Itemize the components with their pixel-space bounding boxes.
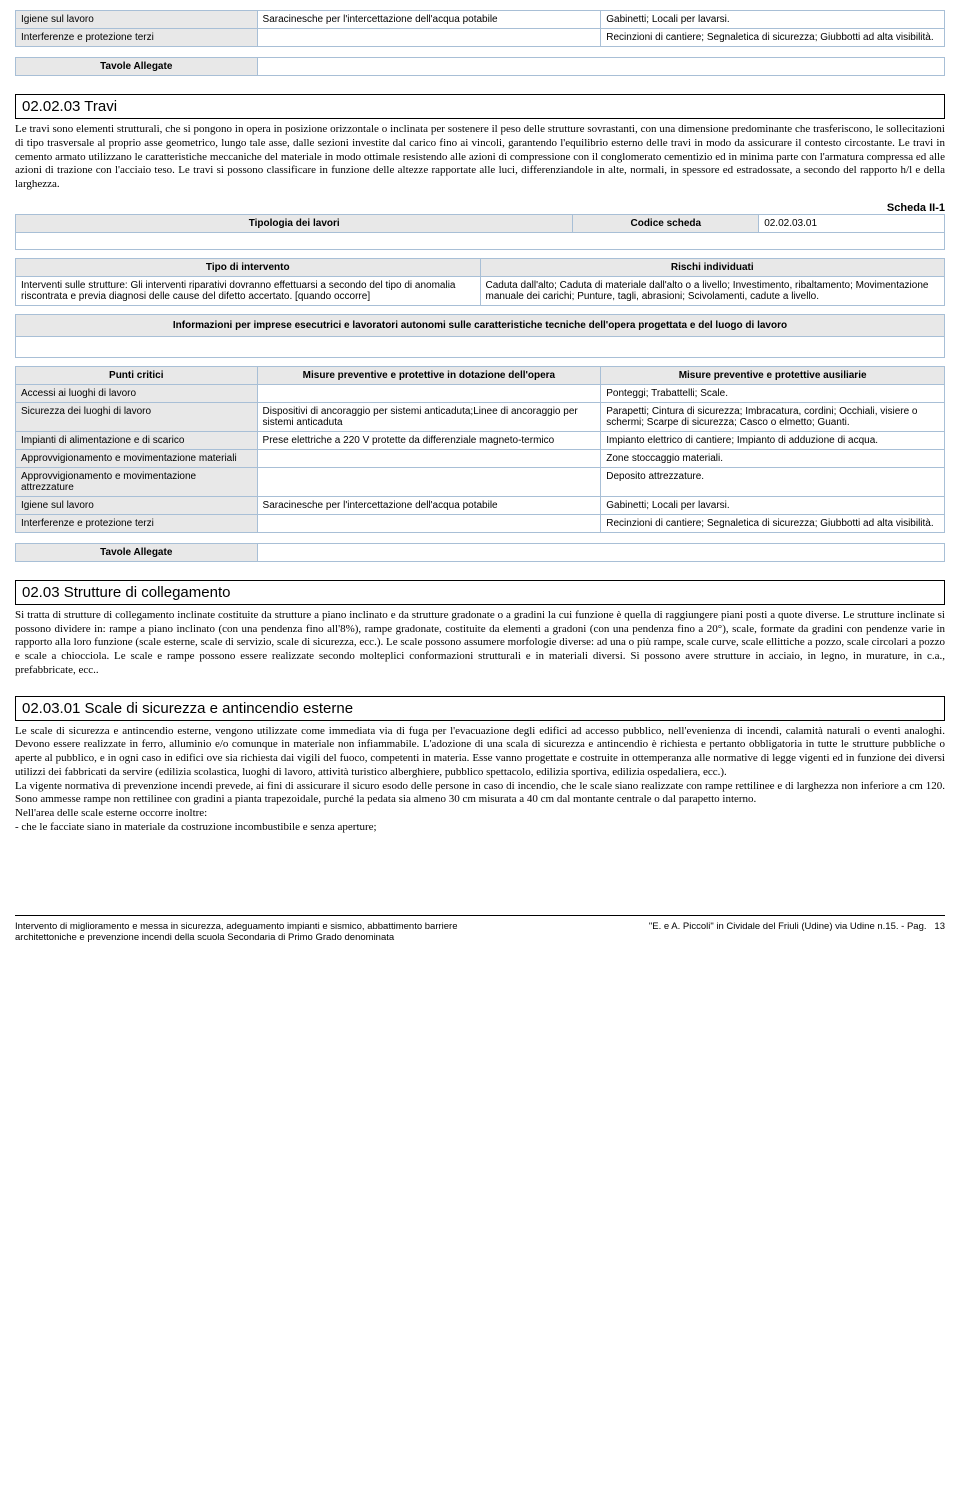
- punti-critici-table: Punti critici Misure preventive e protet…: [15, 366, 945, 533]
- cell: [257, 58, 944, 76]
- cell: Approvvigionamento e movimentazione mate…: [16, 449, 258, 467]
- cell: Recinzioni di cantiere; Segnaletica di s…: [601, 29, 945, 47]
- cell: Impianto elettrico di cantiere; Impianto…: [601, 431, 945, 449]
- punti-header: Punti critici: [16, 366, 258, 384]
- cell: Dispositivi di ancoraggio per sistemi an…: [257, 402, 601, 431]
- cell: Gabinetti; Locali per lavarsi.: [601, 496, 945, 514]
- cell: Igiene sul lavoro: [16, 496, 258, 514]
- section-title-travi: 02.02.03 Travi: [15, 94, 945, 119]
- cell: Caduta dall'alto; Caduta di materiale da…: [480, 276, 945, 305]
- cell: [257, 467, 601, 496]
- cell: Accessi ai luoghi di lavoro: [16, 384, 258, 402]
- cell: Igiene sul lavoro: [16, 11, 258, 29]
- codice-value: 02.02.03.01: [759, 214, 945, 232]
- section-title-collegamento: 02.03 Strutture di collegamento: [15, 580, 945, 605]
- cell: [257, 384, 601, 402]
- spacer: [16, 336, 945, 357]
- cell: Recinzioni di cantiere; Segnaletica di s…: [601, 514, 945, 532]
- section-title-scale: 02.03.01 Scale di sicurezza e antincendi…: [15, 696, 945, 721]
- cell: Prese elettriche a 220 V protette da dif…: [257, 431, 601, 449]
- tipologia-table: Tipologia dei lavori Codice scheda 02.02…: [15, 214, 945, 250]
- tavole-label: Tavole Allegate: [16, 543, 258, 561]
- footer-left: Intervento di miglioramento e messa in s…: [15, 921, 461, 943]
- tavole-label: Tavole Allegate: [16, 58, 258, 76]
- tavole-allegate-box-2: Tavole Allegate: [15, 543, 945, 562]
- cell: [257, 449, 601, 467]
- section-text-collegamento: Si tratta di strutture di collegamento i…: [15, 609, 945, 678]
- cell: [257, 29, 601, 47]
- tipologia-header: Tipologia dei lavori: [16, 214, 573, 232]
- cell: Saracinesche per l'intercettazione dell'…: [257, 496, 601, 514]
- footer-right: "E. e A. Piccoli" in Cividale del Friuli…: [499, 921, 945, 943]
- scheda-label: Scheda II-1: [15, 202, 945, 214]
- cell: Impianti di alimentazione e di scarico: [16, 431, 258, 449]
- cell: Deposito attrezzature.: [601, 467, 945, 496]
- section-text-scale-2: La vigente normativa di prevenzione ince…: [15, 780, 945, 808]
- misure-dotazione-header: Misure preventive e protettive in dotazi…: [257, 366, 601, 384]
- cell: Saracinesche per l'intercettazione dell'…: [257, 11, 601, 29]
- cell: Approvvigionamento e movimentazione attr…: [16, 467, 258, 496]
- cell: [257, 543, 944, 561]
- tavole-allegate-box: Tavole Allegate: [15, 57, 945, 76]
- section-text-scale-4: - che le facciate siano in materiale da …: [15, 821, 945, 835]
- page-number: 13: [934, 921, 945, 932]
- section-text-scale-1: Le scale di sicurezza e antincendio este…: [15, 725, 945, 780]
- spacer: [16, 232, 945, 249]
- page-footer: Intervento di miglioramento e messa in s…: [15, 921, 945, 943]
- tipo-header: Tipo di intervento: [16, 258, 481, 276]
- top-table: Igiene sul lavoro Saracinesche per l'int…: [15, 10, 945, 47]
- tipo-intervento-table: Tipo di intervento Rischi individuati In…: [15, 258, 945, 306]
- info-banner-text: Informazioni per imprese esecutrici e la…: [16, 314, 945, 336]
- cell: Interferenze e protezione terzi: [16, 29, 258, 47]
- cell: Gabinetti; Locali per lavarsi.: [601, 11, 945, 29]
- cell: Interventi sulle strutture: Gli interven…: [16, 276, 481, 305]
- section-text-scale-3: Nell'area delle scale esterne occorre in…: [15, 807, 945, 821]
- cell: Interferenze e protezione terzi: [16, 514, 258, 532]
- cell: Parapetti; Cintura di sicurezza; Imbraca…: [601, 402, 945, 431]
- footer-divider: [15, 915, 945, 916]
- codice-header: Codice scheda: [573, 214, 759, 232]
- cell: Ponteggi; Trabattelli; Scale.: [601, 384, 945, 402]
- footer-right-text: "E. e A. Piccoli" in Cividale del Friuli…: [649, 921, 927, 932]
- rischi-header: Rischi individuati: [480, 258, 945, 276]
- misure-ausiliarie-header: Misure preventive e protettive ausiliari…: [601, 366, 945, 384]
- section-text-travi: Le travi sono elementi strutturali, che …: [15, 123, 945, 192]
- cell: Zone stoccaggio materiali.: [601, 449, 945, 467]
- info-banner: Informazioni per imprese esecutrici e la…: [15, 314, 945, 358]
- cell: [257, 514, 601, 532]
- cell: Sicurezza dei luoghi di lavoro: [16, 402, 258, 431]
